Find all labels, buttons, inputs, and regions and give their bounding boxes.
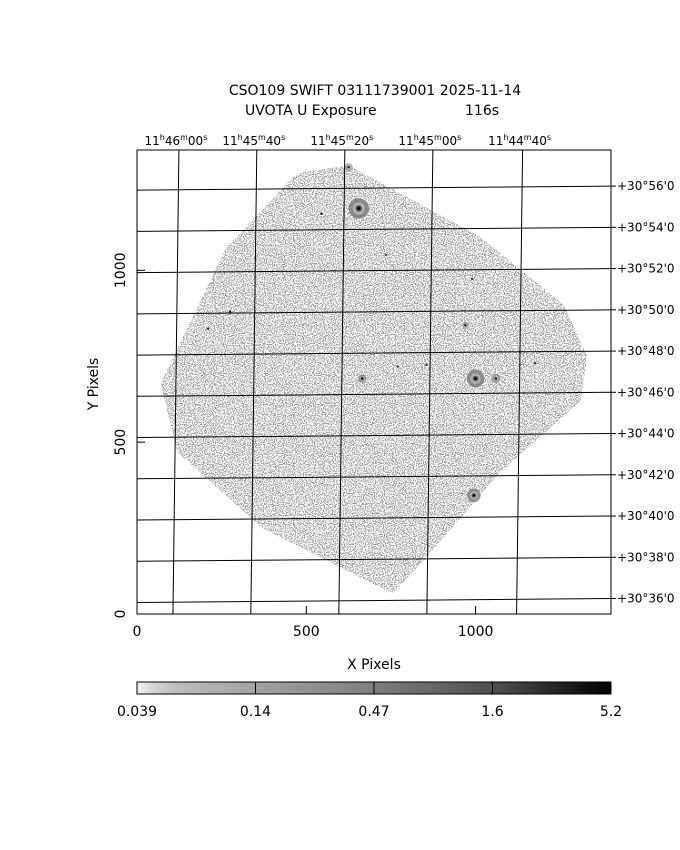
x-tick-label-2: 500 [293, 624, 320, 640]
x-tick-label-3: 1000 [458, 624, 494, 640]
dec-label-3: +30°52'0 [617, 262, 675, 276]
x-tick-label-1: 0 [133, 624, 142, 640]
dec-label-10: +30°38'0 [617, 550, 675, 564]
dec-grid-line-8 [136, 474, 612, 480]
ra-grid-line-1 [172, 149, 180, 615]
source-9 [344, 163, 353, 172]
source-11 [533, 361, 537, 365]
dec-grid-line-3 [136, 268, 612, 274]
ra-label-5: 11h44m40s [488, 133, 551, 148]
dec-label-11: +30°36'0 [617, 592, 675, 606]
ra-grid-line-4 [426, 149, 434, 615]
y-tick-label-1: 0 [113, 610, 129, 619]
dec-grid-line-1 [136, 185, 612, 191]
colorbar-label-1: 0.039 [117, 704, 157, 720]
colorbar-label-3: 0.47 [358, 704, 389, 720]
source-14 [384, 253, 388, 257]
dec-label-5: +30°48'0 [617, 344, 675, 358]
source-12 [470, 277, 474, 281]
dec-grid-line-6 [136, 391, 612, 397]
source-13 [396, 365, 399, 368]
dec-grid-line-10 [136, 556, 612, 562]
source-8 [320, 212, 323, 215]
dec-label-4: +30°50'0 [617, 303, 675, 317]
colorbar-label-5: 5.2 [600, 704, 622, 720]
ra-grid-line-3 [338, 149, 346, 615]
colorbar-label-2: 0.14 [240, 704, 271, 720]
ra-label-4: 11h45m00s [398, 133, 461, 148]
dec-grid-line-2 [136, 226, 612, 232]
y-tick-label-3: 1000 [113, 252, 129, 288]
dec-label-7: +30°44'0 [617, 427, 675, 441]
y-tick-label-2: 500 [113, 429, 129, 456]
chart-title: CSO109 SWIFT 03111739001 2025-11-14 [228, 83, 522, 99]
chart-subtitle-exposure: UVOTA U Exposure [245, 103, 377, 119]
chart-subtitle-exptime: 116s [465, 103, 500, 119]
dec-grid-line-4 [136, 309, 612, 315]
dec-label-8: +30°42'0 [617, 468, 675, 482]
dec-grid-line-11 [136, 598, 612, 604]
dec-grid-line-5 [136, 350, 612, 356]
source-10 [425, 363, 428, 367]
source-5 [358, 374, 367, 383]
source-7 [462, 321, 469, 329]
ra-grid-line-2 [250, 149, 258, 615]
colorbar-label-4: 1.6 [481, 704, 503, 720]
source-1 [348, 198, 369, 219]
plot-frame [136, 149, 612, 615]
source-3 [467, 488, 481, 503]
dec-grid-line-7 [136, 433, 612, 439]
source-2 [466, 369, 485, 388]
ra-label-3: 11h45m20s [310, 133, 373, 148]
dec-label-2: +30°54'0 [617, 220, 675, 234]
source-15 [206, 327, 210, 330]
ra-label-1: 11h46m00s [144, 133, 207, 148]
dec-label-6: +30°46'0 [617, 385, 675, 399]
source-6 [491, 373, 501, 384]
exposure-field [160, 165, 588, 594]
source-4 [228, 310, 232, 313]
ra-grid-line-5 [516, 149, 524, 615]
dec-label-9: +30°40'0 [617, 509, 675, 523]
dec-label-1: +30°56'0 [617, 179, 675, 193]
y-axis-label: Y Pixels [86, 358, 102, 412]
ra-label-2: 11h45m40s [222, 133, 285, 148]
dec-grid-line-9 [136, 515, 612, 521]
x-axis-label: X Pixels [347, 657, 401, 673]
